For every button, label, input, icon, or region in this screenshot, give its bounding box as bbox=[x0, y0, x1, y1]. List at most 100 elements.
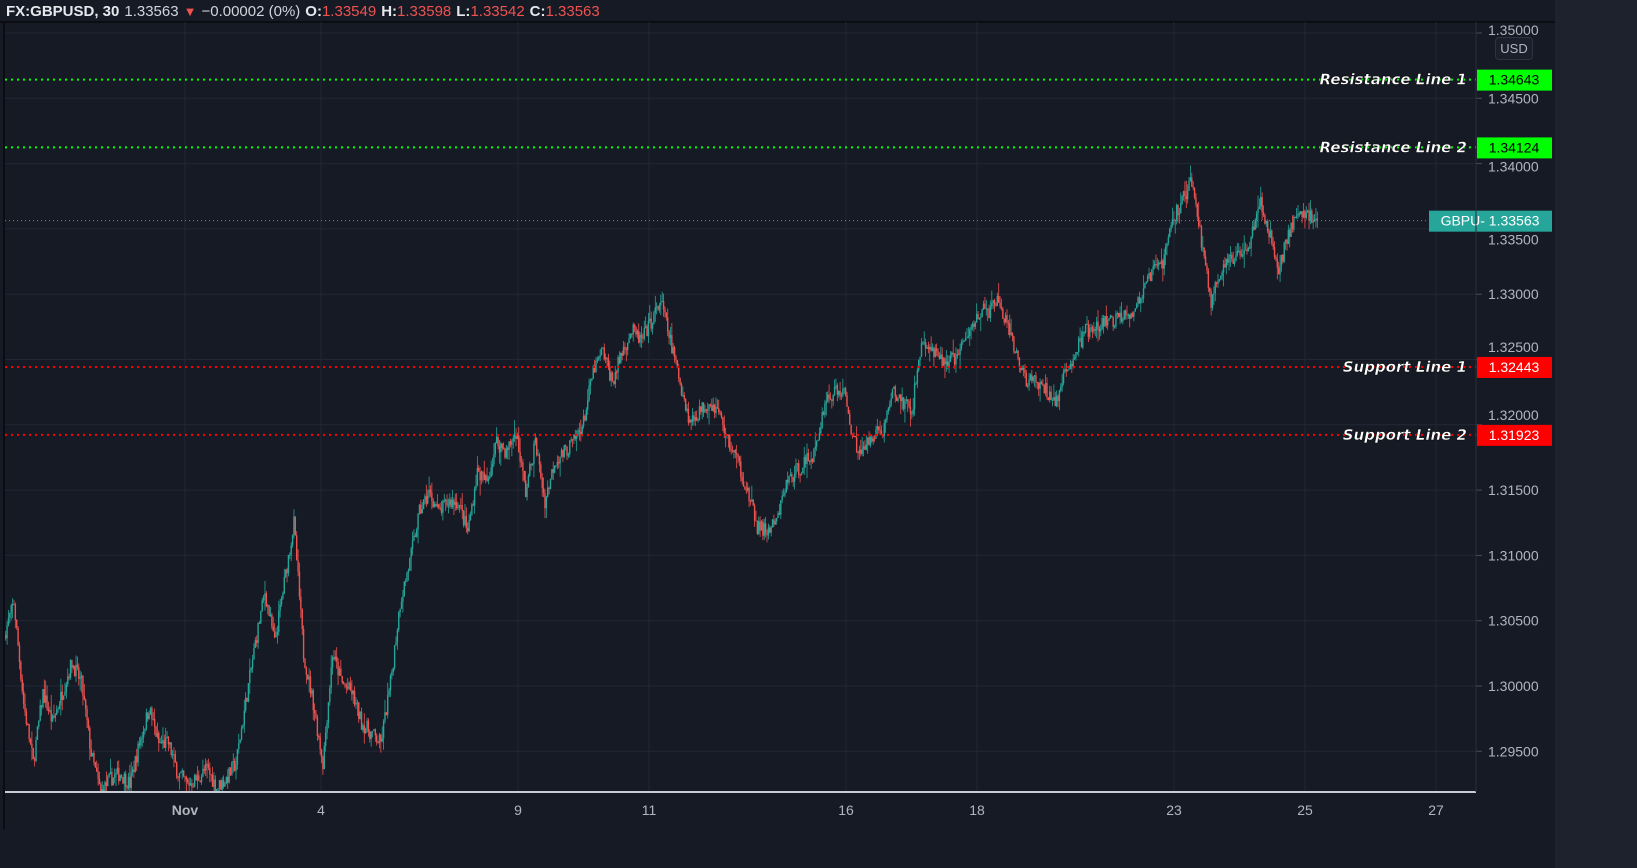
candle-body bbox=[363, 725, 365, 734]
candle-body bbox=[97, 771, 99, 779]
y-tick-label: 1.33500 bbox=[1488, 232, 1539, 248]
candle-body bbox=[1217, 280, 1219, 284]
candle-body bbox=[79, 677, 81, 679]
candle-body bbox=[1254, 219, 1256, 230]
candle-body bbox=[1206, 265, 1208, 271]
candle-body bbox=[526, 487, 528, 498]
candle-body bbox=[625, 349, 628, 351]
candle-body bbox=[442, 500, 444, 513]
candle-body bbox=[482, 471, 484, 473]
candle-body bbox=[193, 775, 196, 787]
candle-body bbox=[348, 682, 350, 689]
candle-body bbox=[302, 628, 305, 659]
candle-body bbox=[498, 446, 501, 453]
candle-body bbox=[202, 768, 204, 777]
candle-body bbox=[86, 708, 88, 721]
candle-body bbox=[42, 689, 44, 708]
currency-button[interactable]: USD bbox=[1495, 37, 1533, 60]
candle-body bbox=[847, 406, 850, 414]
candle-body bbox=[610, 372, 612, 381]
candle-body bbox=[588, 385, 590, 401]
candle-body bbox=[251, 659, 254, 668]
candle-body bbox=[1308, 210, 1310, 221]
candle-body bbox=[1231, 254, 1233, 260]
candle-body bbox=[711, 405, 713, 411]
candle-body bbox=[733, 450, 735, 452]
candle-body bbox=[1225, 259, 1227, 268]
candle-body bbox=[938, 355, 941, 359]
candle-body bbox=[1021, 368, 1023, 370]
candle-body bbox=[927, 347, 930, 350]
candle-body bbox=[1221, 272, 1223, 277]
candle-body bbox=[886, 411, 888, 420]
candle-body bbox=[865, 444, 868, 450]
candle-body bbox=[122, 777, 124, 784]
candle-body bbox=[409, 557, 411, 571]
candle-body bbox=[178, 773, 181, 778]
candle-body bbox=[1093, 329, 1095, 332]
candle-body bbox=[75, 664, 77, 677]
candle-body bbox=[963, 340, 965, 342]
last-price-label: GBPU- 1.33563 bbox=[1441, 213, 1540, 229]
candle-body bbox=[323, 745, 325, 770]
candle-body bbox=[341, 676, 343, 683]
symbol-title[interactable]: FX:GBPUSD, 30 bbox=[6, 2, 120, 20]
candle-body bbox=[1145, 281, 1147, 283]
candle-body bbox=[18, 645, 21, 662]
candle-body bbox=[231, 762, 233, 775]
candle-body bbox=[380, 734, 382, 742]
candle-body bbox=[1287, 230, 1290, 244]
candle-body bbox=[701, 402, 703, 412]
candle-body bbox=[1040, 381, 1043, 384]
candle-body bbox=[878, 426, 880, 430]
candle-body bbox=[287, 555, 290, 574]
candle-body bbox=[924, 342, 927, 349]
candle-body bbox=[730, 449, 732, 451]
candle-body bbox=[664, 309, 666, 313]
candle-body bbox=[438, 504, 440, 508]
candle-body bbox=[595, 360, 597, 373]
candle-body bbox=[689, 419, 691, 423]
candle-body bbox=[484, 475, 487, 481]
candle-body bbox=[687, 408, 690, 423]
candle-body bbox=[1108, 318, 1110, 321]
candle-body bbox=[879, 429, 881, 432]
candle-body bbox=[809, 461, 811, 463]
candle-body bbox=[741, 476, 743, 482]
candle-body bbox=[1097, 321, 1099, 328]
candle-body bbox=[89, 727, 91, 749]
candle-body bbox=[531, 464, 534, 466]
candle-body bbox=[192, 786, 194, 788]
candle-body bbox=[1213, 293, 1215, 295]
candle-body bbox=[61, 691, 63, 700]
candle-body bbox=[709, 404, 712, 406]
candle-body bbox=[32, 747, 34, 759]
candle-body bbox=[501, 443, 503, 449]
candle-body bbox=[80, 675, 83, 678]
candle-body bbox=[1301, 211, 1303, 218]
candle-body bbox=[657, 306, 659, 310]
candle-body bbox=[1060, 386, 1062, 391]
candle-body bbox=[1232, 259, 1234, 264]
candle-body bbox=[173, 754, 175, 756]
candle-body bbox=[72, 665, 74, 668]
candle-body bbox=[1155, 263, 1157, 265]
candle-body bbox=[734, 450, 736, 454]
candle-body bbox=[693, 415, 695, 421]
candle-body bbox=[902, 397, 905, 409]
candle-body bbox=[667, 317, 669, 332]
candle-body bbox=[569, 440, 571, 454]
candle-body bbox=[1311, 210, 1313, 223]
candle-body bbox=[549, 478, 552, 489]
candle-body bbox=[551, 469, 553, 479]
candle-body bbox=[778, 512, 781, 515]
support-price-label: 1.31923 bbox=[1489, 427, 1540, 443]
candle-body bbox=[1197, 216, 1200, 226]
candle-body bbox=[555, 465, 557, 467]
candle-body bbox=[200, 776, 203, 783]
candle-body bbox=[1258, 206, 1261, 209]
candle-body bbox=[1043, 384, 1045, 394]
candle-body bbox=[1148, 273, 1150, 277]
candle-body bbox=[1131, 313, 1134, 317]
